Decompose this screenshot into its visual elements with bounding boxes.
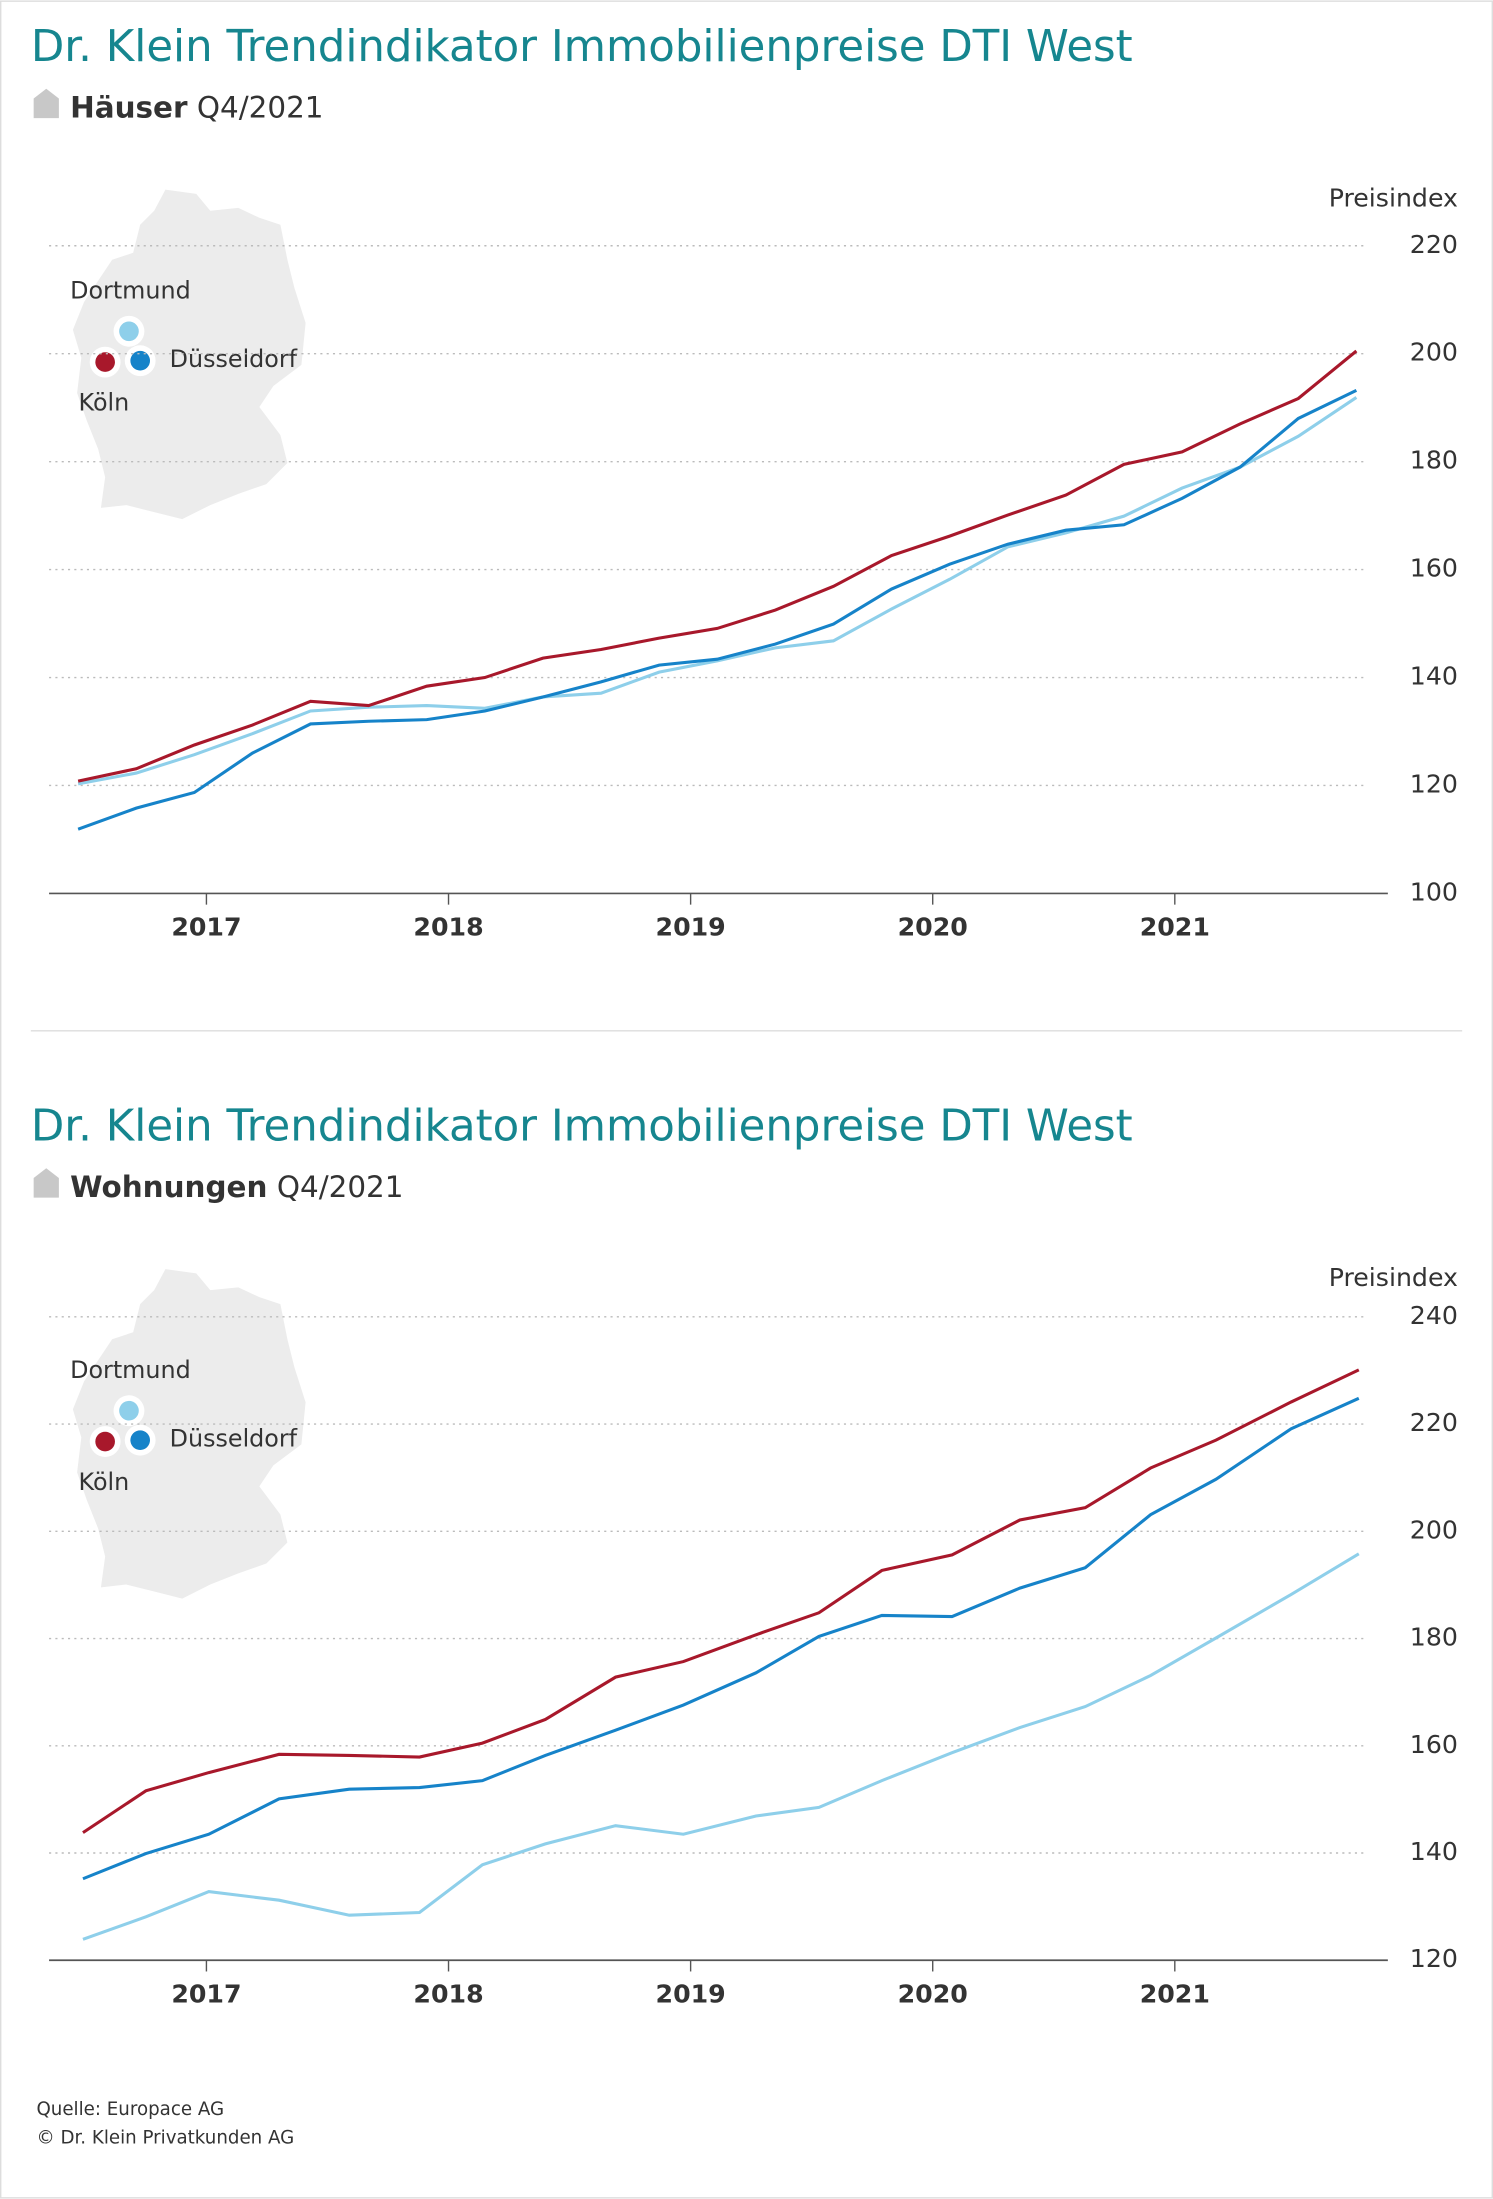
y-tick-label: 180	[1410, 446, 1458, 475]
legend-label: Düsseldorf	[170, 345, 298, 373]
legend-dot	[95, 1431, 115, 1452]
copyright: © Dr. Klein Privatkunden AG	[36, 2127, 294, 2148]
x-tick-label: 2017	[171, 912, 241, 941]
legend-dot	[119, 321, 139, 342]
y-axis-label: Preisindex	[1329, 1263, 1458, 1292]
series-line	[82, 1552, 1360, 1941]
legend-label: Düsseldorf	[170, 1425, 298, 1453]
series-line	[77, 349, 1358, 783]
y-tick-label: 100	[1410, 877, 1458, 906]
legend-label: Köln	[79, 1468, 130, 1496]
house-icon	[33, 1168, 59, 1198]
legend-label: Dortmund	[70, 1356, 191, 1384]
period: Q4/2021	[197, 90, 324, 124]
map	[72, 1269, 306, 1599]
legend-dot	[130, 350, 151, 371]
legend-dot	[95, 352, 115, 372]
series-line	[82, 1368, 1360, 1834]
germany-map	[72, 1269, 306, 1599]
y-axis-label: Preisindex	[1329, 183, 1458, 212]
y-tick-label: 200	[1410, 338, 1458, 367]
x-tick-label: 2018	[413, 912, 483, 941]
legend-label: Köln	[79, 389, 130, 417]
y-tick-label: 220	[1410, 1408, 1458, 1437]
subtitle-type: Häuser	[70, 90, 188, 124]
y-tick-label: 220	[1410, 230, 1458, 259]
x-tick-label: 2020	[898, 912, 968, 941]
x-tick-label: 2020	[898, 1979, 968, 2008]
period: Q4/2021	[277, 1169, 404, 1203]
series-line	[77, 396, 1358, 786]
x-tick-label: 2019	[656, 1979, 726, 2008]
y-tick-label: 120	[1410, 769, 1458, 798]
y-tick-label: 140	[1410, 1837, 1458, 1866]
subtitle: Wohnungen Q4/2021	[70, 1169, 403, 1203]
x-tick-label: 2021	[1140, 1979, 1210, 2008]
legend-dot	[130, 1430, 151, 1450]
house-icon	[33, 88, 59, 119]
x-tick-label: 2018	[413, 1979, 483, 2008]
subtitle: Häuser Q4/2021	[70, 90, 323, 124]
series-line	[77, 389, 1358, 831]
x-tick-label: 2019	[656, 912, 726, 941]
x-tick-label: 2017	[171, 1979, 241, 2008]
subtitle-type: Wohnungen	[70, 1169, 267, 1203]
source: Quelle: Europace AG	[36, 2099, 224, 2120]
y-tick-label: 240	[1410, 1301, 1458, 1330]
y-tick-label: 140	[1410, 662, 1458, 691]
y-tick-label: 180	[1410, 1623, 1458, 1652]
chart-title: Dr. Klein Trendindikator Immobilienpreis…	[31, 22, 1133, 72]
y-tick-label: 120	[1410, 1944, 1458, 1973]
y-tick-label: 160	[1410, 554, 1458, 583]
series-line	[82, 1396, 1360, 1881]
legend-dot	[119, 1400, 139, 1421]
y-tick-label: 200	[1410, 1515, 1458, 1544]
chart-title: Dr. Klein Trendindikator Immobilienpreis…	[31, 1101, 1133, 1151]
legend-label: Dortmund	[70, 277, 191, 305]
x-tick-label: 2021	[1140, 912, 1210, 941]
y-tick-label: 160	[1410, 1730, 1458, 1759]
